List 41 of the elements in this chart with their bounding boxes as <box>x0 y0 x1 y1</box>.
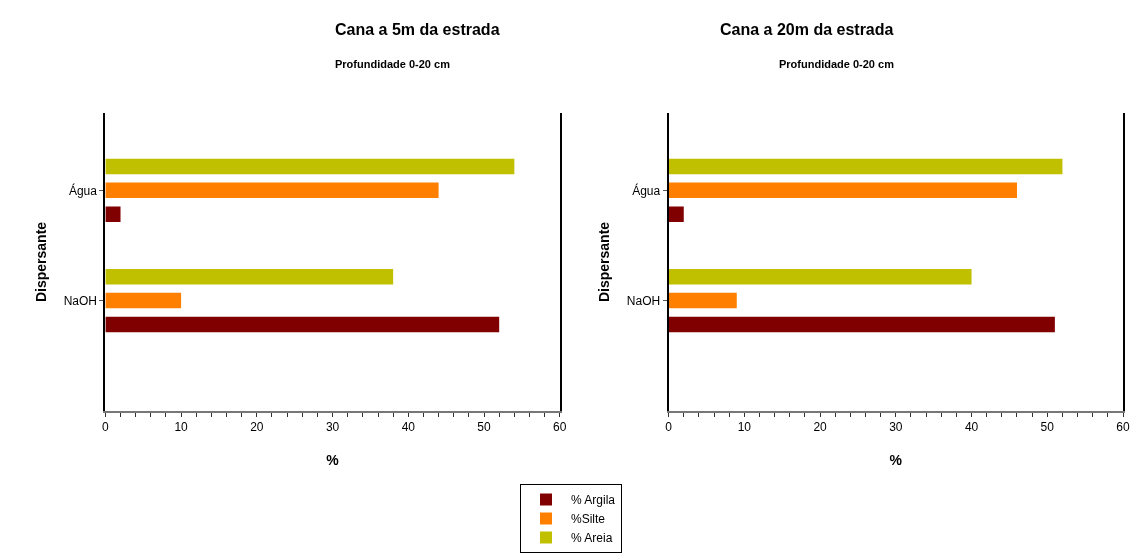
x-tick-label: 0 <box>102 420 110 435</box>
x-tick-label: 0 <box>665 420 673 435</box>
bar <box>105 158 515 175</box>
bar <box>668 268 972 285</box>
bar <box>668 292 737 309</box>
x-tick-label: 30 <box>325 420 340 435</box>
x-axis-title: % <box>326 451 340 468</box>
y-axis-title: Dispersante <box>595 221 612 303</box>
x-tick-label: 60 <box>553 420 567 435</box>
chart-subtitle: Profundidade 0-20 cm <box>335 58 451 70</box>
x-tick-label: 10 <box>737 420 752 435</box>
bar <box>668 316 1055 333</box>
bar <box>668 206 684 222</box>
bar <box>105 268 394 285</box>
x-tick-label: 30 <box>889 420 903 435</box>
bar <box>668 182 1017 199</box>
y-tick-label: Água <box>632 182 661 198</box>
chart-subtitle: Profundidade 0-20 cm <box>779 58 895 70</box>
legend-label: % Areia <box>571 531 613 546</box>
bar <box>668 158 1063 175</box>
y-tick-label: NaOH <box>626 293 661 308</box>
chart-title: Cana a 5m da estrada <box>335 21 500 38</box>
legend-label: %Silte <box>571 512 606 527</box>
bar <box>105 292 182 309</box>
y-tick-label: Água <box>68 182 98 198</box>
x-tick-label: 50 <box>1040 420 1055 435</box>
chart-title: Cana a 20m da estrada <box>720 21 894 38</box>
bar <box>105 316 500 333</box>
x-tick-label: 60 <box>1116 420 1131 435</box>
x-tick-label: 20 <box>250 420 264 435</box>
x-tick-label: 10 <box>174 420 189 435</box>
x-tick-label: 40 <box>964 420 979 435</box>
x-axis-title: % <box>889 451 903 468</box>
y-tick-label: NaOH <box>63 293 97 308</box>
x-tick-label: 50 <box>477 420 492 435</box>
legend-label: % Argila <box>571 493 616 508</box>
x-tick-label: 40 <box>401 420 416 435</box>
bar <box>105 182 439 199</box>
bar <box>105 206 121 222</box>
y-axis-title: Dispersante <box>32 221 49 303</box>
x-tick-label: 20 <box>813 420 828 435</box>
